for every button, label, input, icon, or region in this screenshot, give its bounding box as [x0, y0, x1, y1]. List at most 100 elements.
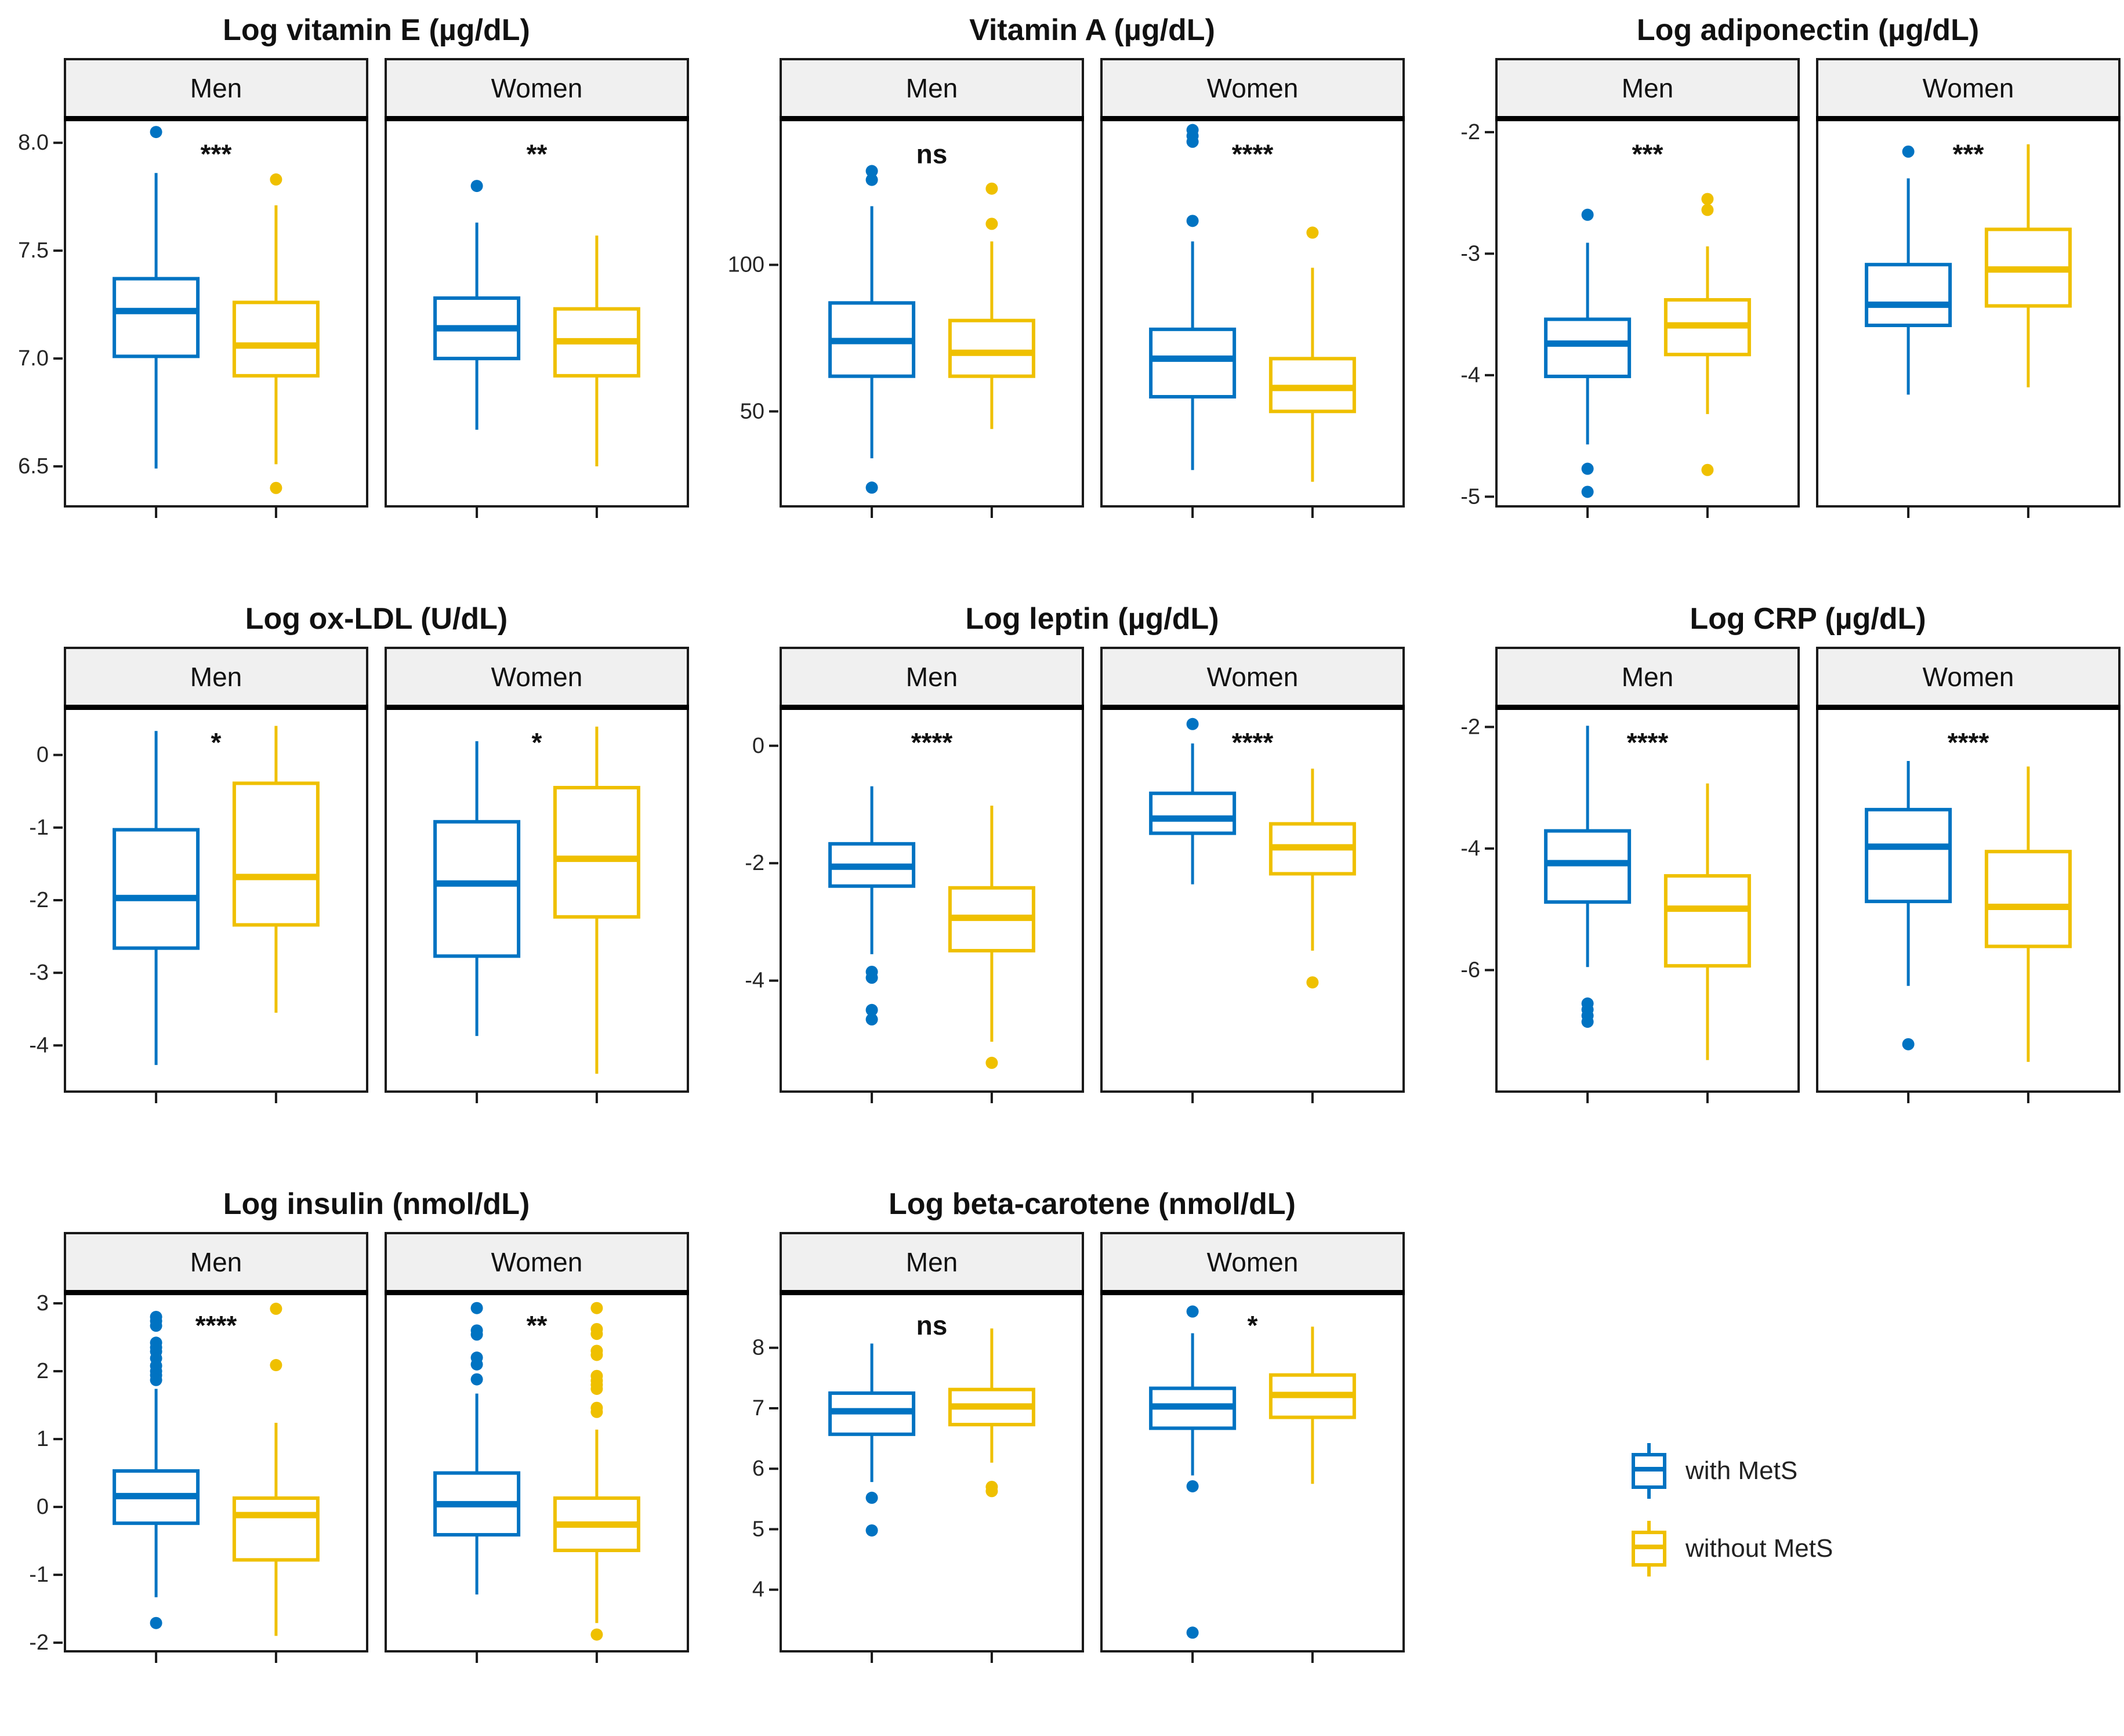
- significance-label: ***: [1953, 139, 1984, 169]
- chart-title: Log beta-carotene (nmol/dL): [889, 1187, 1296, 1221]
- boxplot-without-mets: [1663, 193, 1751, 476]
- facet-label: Women: [1922, 73, 2014, 103]
- strip-separator: [385, 705, 689, 710]
- boxplot-without-mets: [232, 726, 320, 1013]
- facet-strip: Women: [385, 1232, 689, 1290]
- y-tick-label: -2: [29, 888, 49, 912]
- x-axis-ticks: [476, 508, 598, 518]
- outlier-point: [590, 1405, 603, 1418]
- facet-strip: Women: [1816, 647, 2121, 705]
- outlier-point: [590, 1349, 603, 1361]
- facet-strip: Men: [64, 1232, 368, 1290]
- facet-label: Men: [1621, 662, 1674, 692]
- y-tick-label: 4: [752, 1578, 764, 1602]
- outlier-point: [470, 1358, 483, 1371]
- boxplot-plot-area: ****: [113, 1302, 320, 1636]
- x-axis-ticks: [1907, 1093, 2029, 1103]
- y-tick-label: 8.0: [18, 131, 49, 155]
- y-tick-label: -4: [1460, 836, 1480, 861]
- boxplot-with-mets: [1865, 761, 1952, 1050]
- y-tick-label: -4: [745, 969, 764, 993]
- significance-label: ns: [916, 139, 948, 169]
- facet-panel: ****: [780, 710, 1084, 1093]
- outlier-point: [1186, 717, 1199, 730]
- boxplot-with-mets: [1149, 124, 1237, 470]
- facet-panel: *: [385, 710, 689, 1093]
- chart-log-adiponectin-g-dl: Log adiponectin (µg/dL) -2 -3 -4 -5 Men *** Wom…: [1437, 12, 2121, 521]
- y-tick-label: -1: [29, 1563, 49, 1587]
- outlier-point: [985, 218, 998, 230]
- boxplot-with-mets: [113, 731, 200, 1065]
- outlier-point: [590, 1628, 603, 1641]
- chart-log-leptin-g-dl: Log leptin (µg/dL) 0 -2 -4 Men **** Women ****: [722, 600, 1405, 1107]
- outlier-point: [270, 1359, 282, 1372]
- boxplot-with-mets: [433, 180, 521, 430]
- y-tick-label: -6: [1460, 958, 1480, 983]
- legend-item-with-mets: with MetS: [1629, 1441, 2121, 1501]
- y-axis-ticks: 0 -2 -4: [745, 734, 778, 993]
- chart-body: -2 -3 -4 -5 Men *** Women ***: [1437, 58, 2121, 521]
- y-axis: 0 -1 -2 -3 -4: [6, 647, 64, 1104]
- facet-panel: ****: [1100, 121, 1405, 508]
- y-axis: 100 50: [722, 58, 780, 519]
- outlier-point: [1186, 1480, 1199, 1492]
- facet-women: Women ****: [1100, 647, 1405, 1107]
- strip-separator: [385, 116, 689, 121]
- outlier-point: [1581, 208, 1594, 221]
- facet-women: Women **: [385, 1232, 689, 1666]
- outlier-point: [1306, 226, 1319, 239]
- facet-strip: Men: [1495, 58, 1800, 116]
- chart-title: Log adiponectin (µg/dL): [1636, 13, 1980, 47]
- outlier-point: [865, 1491, 878, 1504]
- y-tick-label: 6: [752, 1456, 764, 1481]
- outlier-point: [1581, 1016, 1594, 1028]
- x-axis-ticks: [1191, 1652, 1314, 1663]
- facet-strip: Women: [385, 58, 689, 116]
- legend-label: with MetS: [1686, 1456, 1798, 1485]
- boxplot-plot-area: ****: [828, 727, 1035, 1069]
- boxplot-with-mets: [433, 741, 521, 1036]
- y-tick-label: 1: [37, 1427, 49, 1451]
- outlier-point: [865, 1013, 878, 1026]
- outlier-point: [1902, 1038, 1915, 1050]
- y-tick-label: 50: [740, 399, 764, 423]
- y-axis: -2 -3 -4 -5: [1437, 58, 1495, 519]
- outlier-point: [150, 1373, 162, 1386]
- outlier-point: [590, 1328, 603, 1340]
- facet-strip: Men: [1495, 647, 1800, 705]
- boxplot-with-mets: [828, 786, 916, 1026]
- strip-separator: [1100, 116, 1405, 121]
- significance-label: ****: [1232, 139, 1274, 169]
- facet-strip: Men: [64, 58, 368, 116]
- y-tick-label: 2: [37, 1359, 49, 1383]
- chart-title: Log CRP (µg/dL): [1690, 602, 1926, 636]
- x-axis-ticks: [1586, 508, 1709, 518]
- facet-men: Men ***: [64, 58, 368, 521]
- outlier-point: [270, 173, 282, 186]
- boxplot-plot-area: **: [433, 1302, 640, 1641]
- strip-separator: [1816, 705, 2121, 710]
- facet-strip: Women: [1100, 58, 1405, 116]
- chart-log-insulin-nmol-dl: Log insulin (nmol/dL) 3 2 1 0 -1 -2 Men **** Wome…: [6, 1186, 689, 1666]
- significance-label: *: [532, 727, 542, 758]
- facet-label: Men: [190, 1247, 242, 1277]
- boxplot-with-mets: [828, 1343, 916, 1537]
- outlier-point: [1186, 1305, 1199, 1318]
- y-tick-label: -4: [29, 1033, 49, 1057]
- significance-label: *: [1248, 1310, 1258, 1340]
- legend-item-without-mets: without MetS: [1629, 1518, 2121, 1579]
- strip-separator: [1816, 116, 2121, 121]
- facet-panel: ***: [1816, 121, 2121, 508]
- boxplot-without-mets: [1268, 1327, 1356, 1484]
- y-tick-label: -4: [1460, 363, 1480, 387]
- facet-men: Men ****: [780, 647, 1084, 1107]
- facet-panel: *: [64, 710, 368, 1093]
- facet-women: Women ****: [1100, 58, 1405, 521]
- y-tick-label: 3: [37, 1291, 49, 1315]
- charts-grid: Log vitamin E (µg/dL) 8.0 7.5 7.0 6.5 Men *** W…: [6, 12, 2121, 1666]
- strip-separator: [780, 116, 1084, 121]
- facet-strip: Men: [780, 647, 1084, 705]
- significance-label: ns: [916, 1310, 948, 1340]
- y-axis: 8 7 6 5 4: [722, 1232, 780, 1664]
- outlier-point: [985, 182, 998, 195]
